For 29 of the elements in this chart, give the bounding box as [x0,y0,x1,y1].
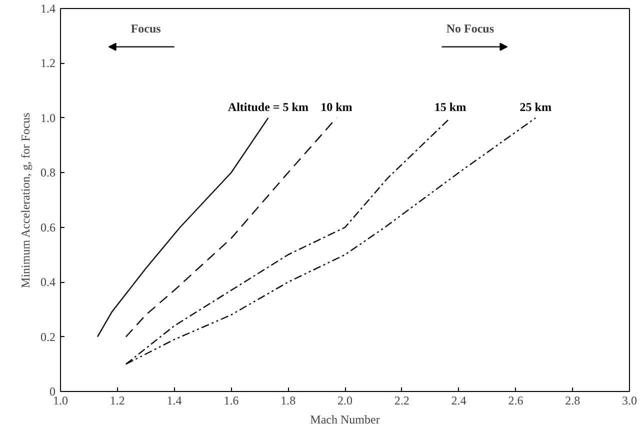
y-tick-label: 0.4 [40,275,56,290]
x-tick-label: 3.0 [622,394,637,408]
series-label: 10 km [320,100,352,114]
x-tick-label: 2.0 [338,394,352,408]
y-tick-label: 0.2 [40,330,56,344]
x-tick-label: 1.8 [280,394,296,408]
y-tick-label: 0.8 [40,166,56,180]
series-label: Altitude = 5 km [228,100,308,114]
annotation: Focus [130,21,162,36]
line-series [125,117,338,338]
y-tick-label: 0 [50,384,56,398]
x-tick-label: 1.2 [110,394,125,408]
x-tick-label: 2.6 [508,394,524,408]
x-tick-label: 1.0 [53,394,68,408]
y-tick-label: 0.6 [40,220,56,234]
x-tick-label: 1.4 [166,394,182,408]
series-label: 25 km [520,100,552,114]
x-axis-title: Mach Number [310,412,380,426]
y-tick-label: 1.0 [40,110,56,125]
x-tick-label: 2.4 [451,394,466,408]
x-tick-label: 2.8 [565,394,580,408]
annotation: No Focus [446,21,494,36]
x-tick-label: 1.6 [224,394,239,408]
series-label: 15 km [434,100,466,114]
y-tick-label: 1.4 [40,2,56,16]
line-series [96,117,269,338]
y-tick-label: 1.2 [40,56,56,70]
y-axis-title: Minimum Acceleration, g, for Focus [18,112,32,288]
x-tick-label: 2.2 [394,394,410,408]
